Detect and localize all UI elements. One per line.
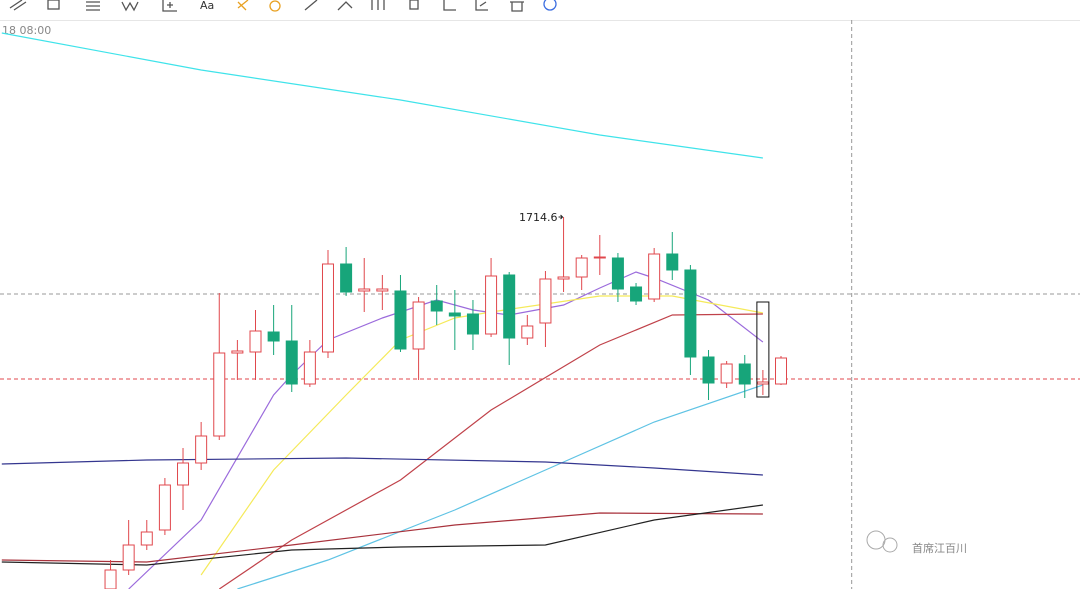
candle-body	[775, 357, 788, 385]
time-label: 18 08:00	[2, 24, 51, 37]
candle-body	[303, 351, 316, 385]
candle-body	[285, 340, 298, 385]
max-arrow	[558, 214, 564, 220]
candle-body	[521, 325, 534, 339]
candle-body	[140, 531, 153, 546]
ma-line	[1, 504, 763, 566]
candle-body	[231, 350, 244, 354]
candle-body	[358, 288, 371, 292]
candle-body	[376, 288, 389, 292]
candle-body	[267, 331, 280, 342]
candle-body	[503, 274, 516, 339]
candle-body	[720, 363, 733, 384]
tool-brush[interactable]	[337, 1, 353, 11]
candle-body	[177, 462, 190, 486]
candle-body	[684, 269, 697, 358]
ma-line	[1, 32, 763, 159]
candle-body	[394, 290, 407, 350]
candle-body	[738, 363, 751, 385]
ma-line	[218, 313, 763, 589]
candle-body	[666, 253, 679, 271]
candle-body	[195, 435, 208, 464]
watermark: 首席江百川	[866, 530, 967, 555]
candle-body	[539, 278, 552, 324]
ma-line	[237, 384, 764, 589]
candle-body	[756, 381, 769, 385]
tool-magnet[interactable]	[443, 0, 456, 11]
candle-body	[340, 263, 353, 293]
wechat-icon	[866, 530, 886, 550]
candle-body	[430, 300, 443, 312]
candle-body	[575, 257, 588, 278]
candle-body	[485, 275, 498, 335]
selected-box	[756, 301, 770, 398]
candle-body	[630, 286, 643, 302]
tool-sync[interactable]	[543, 0, 557, 11]
candle-body	[104, 569, 117, 589]
tool-circle[interactable]	[269, 0, 281, 12]
candle-body	[702, 356, 715, 384]
ma-line	[200, 295, 764, 576]
tool-fib[interactable]	[86, 1, 100, 11]
max-label: 1714.6	[519, 211, 558, 224]
candle-body	[593, 256, 606, 259]
toolbar	[0, 0, 1080, 20]
candle-body	[412, 301, 425, 350]
tool-lock[interactable]	[409, 0, 419, 10]
candle-body	[213, 352, 226, 437]
tool-line[interactable]	[9, 0, 27, 11]
wechat-icon	[882, 537, 898, 553]
candle-body	[611, 257, 624, 290]
tool-stats[interactable]	[475, 0, 488, 11]
candle-body	[466, 313, 479, 335]
candle-body	[321, 263, 334, 353]
tool-measure[interactable]	[162, 0, 177, 12]
ma-line	[1, 457, 763, 476]
candle-body	[158, 484, 171, 531]
tool-rect[interactable]	[47, 0, 60, 10]
tool-candles[interactable]	[371, 0, 385, 10]
tool-wave[interactable]	[121, 1, 139, 12]
candle-body	[122, 544, 135, 571]
tool-ruler[interactable]	[304, 0, 318, 11]
watermark-text: 首席江百川	[912, 541, 967, 555]
ma-line	[1, 512, 763, 563]
tool-delete[interactable]	[510, 1, 524, 12]
candle-body	[448, 312, 461, 317]
candle-body	[648, 253, 661, 300]
candle-body	[557, 276, 570, 280]
tool-text[interactable]: Aa	[200, 0, 214, 12]
candle-body	[249, 330, 262, 353]
tool-pattern[interactable]	[237, 0, 249, 11]
